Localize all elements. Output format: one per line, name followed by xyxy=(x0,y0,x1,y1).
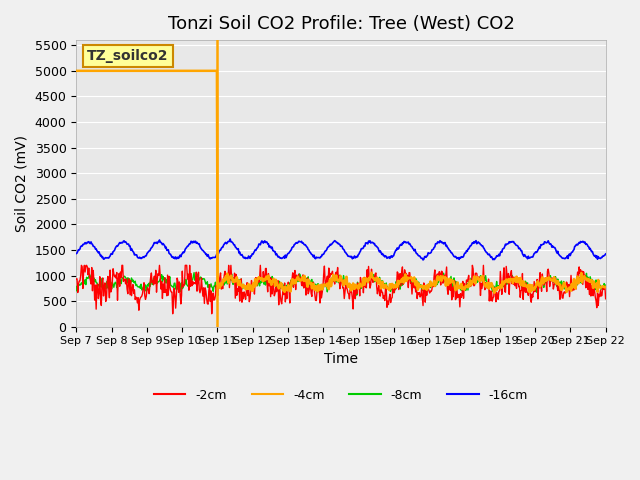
Title: Tonzi Soil CO2 Profile: Tree (West) CO2: Tonzi Soil CO2 Profile: Tree (West) CO2 xyxy=(168,15,515,33)
Text: TZ_soilco2: TZ_soilco2 xyxy=(87,48,168,63)
Y-axis label: Soil CO2 (mV): Soil CO2 (mV) xyxy=(15,135,29,232)
X-axis label: Time: Time xyxy=(324,352,358,366)
Legend: -2cm, -4cm, -8cm, -16cm: -2cm, -4cm, -8cm, -16cm xyxy=(149,384,533,407)
